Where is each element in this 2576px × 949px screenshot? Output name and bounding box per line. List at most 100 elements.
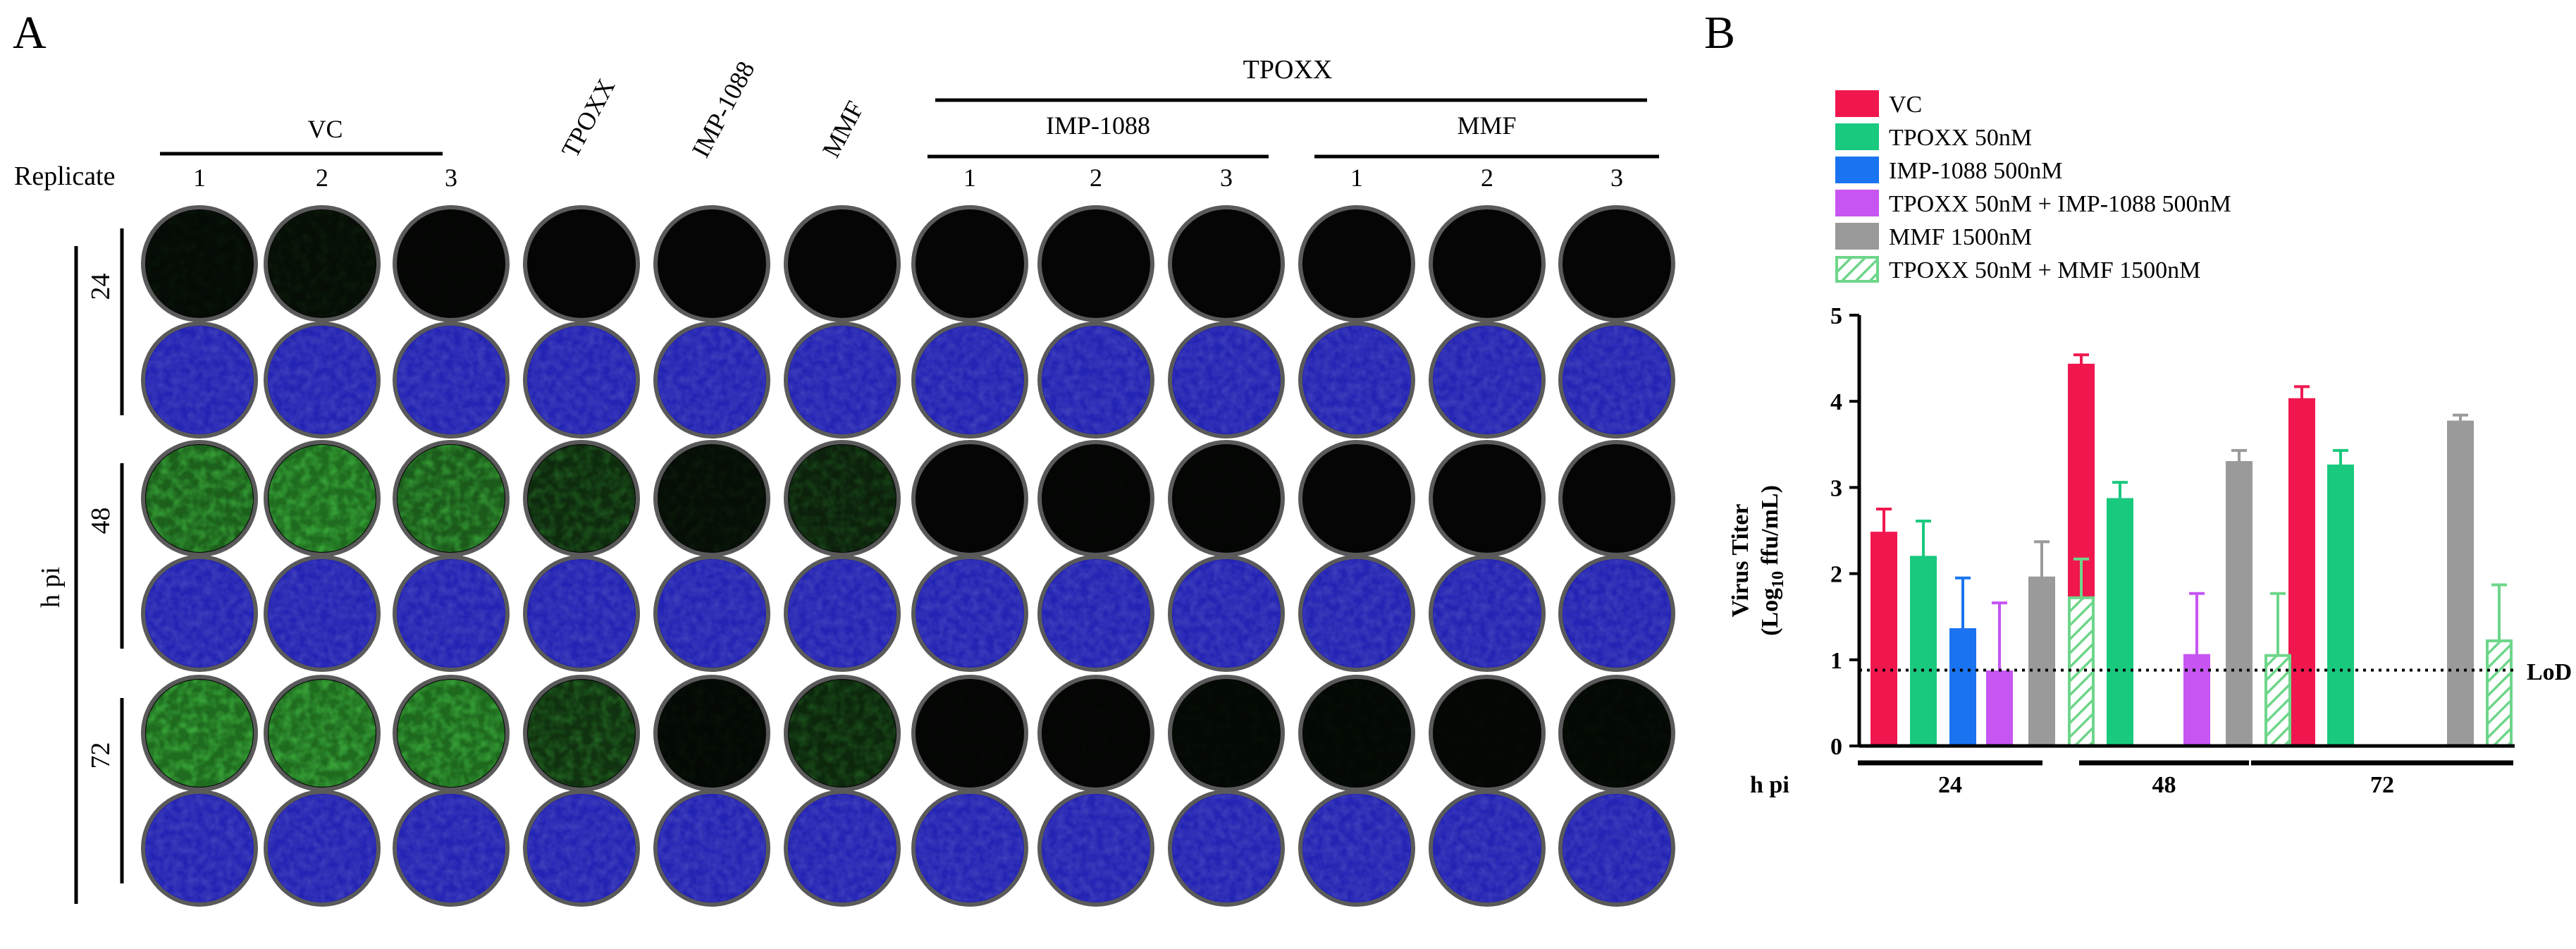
well-blue-72h [1168,790,1285,907]
bar-tpoxx-50nm-72h [2327,464,2354,747]
well-blue-72h [1558,790,1675,907]
well-green-24h [141,205,258,322]
chart-legend: VC TPOXX 50nM IMP-1088 500nM TPOXX 50nM + I… [1835,90,2231,283]
well-green-48h [523,440,640,557]
legend-swatch-imp-1088-500nm [1835,157,1879,183]
x-category-label-24: 24 [1938,772,1962,798]
tpoxx-top-group-label: TPOXX [1243,55,1333,85]
y-axis-title: Virus Titer [1727,504,1754,618]
well-green-72h [141,675,258,792]
well-green-48h [784,440,901,557]
replicate-number: 1 [1350,164,1363,192]
well-green-72h [1298,675,1415,792]
timepoint-label-72: 72 [86,742,116,769]
well-blue-72h [1298,790,1415,907]
bar-imp-1088-500nm-24h [1949,628,1976,748]
bar-tpoxx-50nm-imp-1088-500nm-48h [2183,654,2210,747]
well-green-48h [911,440,1028,557]
x-axis-title: h pi [1750,772,1789,798]
legend-label: VC [1889,92,1922,118]
well-blue-48h [1298,555,1415,672]
well-green-72h [393,675,510,792]
y-axis-title-line2: (Log [1757,588,1783,636]
well-green-72h [1037,675,1154,792]
well-plate-grid: 1 2 3 TPOXX IMP-1088 MMF 1 2 3 1 2 3 VC IMP-1088 MMF 24… [86,56,1675,907]
well-blue-48h [911,555,1028,672]
well-blue-48h [1429,555,1546,672]
well-green-48h [1168,440,1285,557]
y-tick-label: 0 [1830,734,1842,760]
well-green-48h [653,440,770,557]
legend-swatch-mmf-1500nm [1835,223,1879,250]
y-axis-title-line2-end: ffu/mL) [1757,485,1783,571]
replicate-number: 2 [1090,164,1102,192]
well-green-48h [393,440,510,557]
well-green-24h [1429,205,1546,322]
panel-b-label: B [1704,7,1735,59]
y-axis-title-sub: 10 [1769,571,1787,588]
y-axis-title-2: (Log10 ffu/mL) [1757,485,1787,636]
replicate-number: 1 [193,164,206,192]
well-blue-24h [523,322,640,439]
well-green-24h [264,205,381,322]
replicate-number: 3 [445,164,457,192]
well-blue-24h [1558,322,1675,439]
well-green-72h [784,675,901,792]
legend-swatch-tpoxx-50nm-imp-1088-500nm [1835,190,1879,216]
legend-label: TPOXX 50nM + MMF 1500nM [1889,257,2200,283]
well-green-48h [1558,440,1675,557]
group-label-mmf: MMF [1457,111,1516,140]
well-blue-72h [523,790,640,907]
bar-tpoxx-50nm-mmf-1500nm-24h [2068,596,2095,747]
bar-vc-24h [1871,532,1897,748]
bar-tpoxx-50nm-imp-1088-500nm-24h [1986,670,2013,748]
y-tick-label: 5 [1830,303,1842,329]
well-blue-72h [264,790,381,907]
well-green-48h [1037,440,1154,557]
y-axis-title-line1: Virus Titer [1727,504,1754,618]
replicate-label: Replicate [14,161,115,191]
well-green-72h [653,675,770,792]
well-green-24h [784,205,901,322]
group-label-vc: VC [307,115,343,143]
well-green-72h [1429,675,1546,792]
y-tick-label: 4 [1830,389,1842,415]
replicate-number: 2 [1481,164,1493,192]
replicate-number: 3 [1610,164,1623,192]
y-tick-label: 1 [1830,648,1842,674]
bar-mmf-1500nm-72h [2447,420,2474,747]
well-blue-48h [1037,555,1154,672]
legend-swatch-vc [1835,90,1879,117]
legend-label: IMP-1088 500nM [1889,158,2063,184]
well-green-24h [1558,205,1675,322]
well-blue-48h [141,555,258,672]
well-green-24h [1037,205,1154,322]
well-blue-72h [911,790,1028,907]
bar-chart: 0 1 2 3 4 5 24 48 72 [1830,303,2518,798]
well-green-72h [523,675,640,792]
well-blue-48h [1168,555,1285,672]
well-blue-48h [784,555,901,672]
bar-mmf-1500nm-48h [2226,460,2253,747]
well-blue-72h [393,790,510,907]
column-header-tpoxx: TPOXX [556,74,621,162]
group-label-imp-1088: IMP-1088 [1046,111,1150,140]
lod-label: LoD [2527,659,2572,685]
legend-label: MMF 1500nM [1889,224,2032,250]
hpi-label: h pi [36,567,66,608]
bar-mmf-1500nm-24h [2028,576,2055,748]
well-blue-48h [1558,555,1675,672]
well-blue-72h [784,790,901,907]
well-green-24h [1168,205,1285,322]
legend-label: TPOXX 50nM + IMP-1088 500nM [1889,191,2231,217]
well-blue-24h [264,322,381,439]
well-blue-24h [653,322,770,439]
replicate-number: 3 [1220,164,1233,192]
well-green-72h [1558,675,1675,792]
x-category-label-72: 72 [2370,772,2394,798]
legend-swatch-tpoxx-50nm-mmf-1500nm [1835,256,1879,283]
well-green-72h [1168,675,1285,792]
replicate-number: 1 [963,164,976,192]
well-green-24h [1298,205,1415,322]
